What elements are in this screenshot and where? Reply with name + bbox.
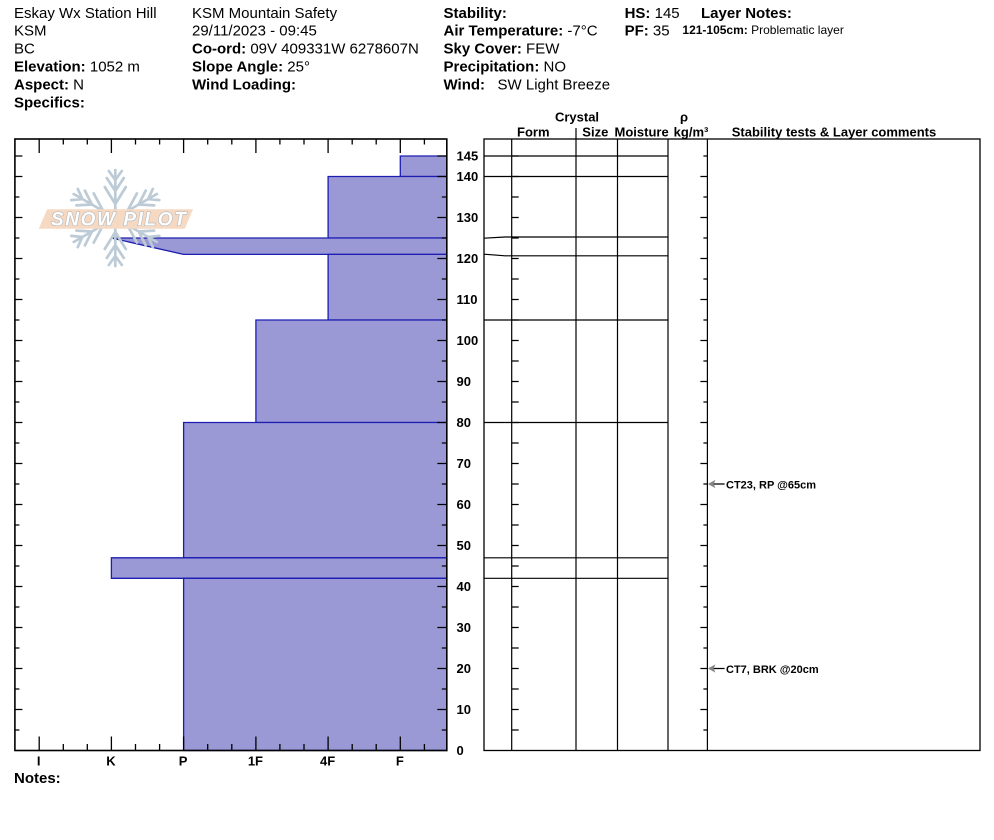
svg-text:CT7, BRK @20cm: CT7, BRK @20cm (726, 664, 819, 676)
svg-text:121-105cm: Problematic layer: 121-105cm: Problematic layer (682, 23, 843, 37)
svg-text:Layer Notes:: Layer Notes: (701, 5, 792, 22)
svg-text:kg/m³: kg/m³ (674, 124, 709, 139)
svg-text:100: 100 (457, 333, 479, 348)
svg-text:Air Temperature: -7°C: Air Temperature: -7°C (444, 23, 598, 40)
svg-text:20: 20 (457, 661, 471, 676)
svg-text:Wind: SW Light Breeze: Wind: SW Light Breeze (444, 76, 611, 93)
svg-text:SNOW PILOT: SNOW PILOT (51, 209, 187, 230)
svg-text:50: 50 (457, 538, 471, 553)
svg-text:10: 10 (457, 702, 471, 717)
svg-text:0: 0 (457, 743, 464, 758)
svg-text:Eskay Wx Station Hill: Eskay Wx Station Hill (14, 5, 157, 22)
svg-text:Notes:: Notes: (14, 770, 61, 787)
svg-text:Crystal: Crystal (555, 110, 599, 125)
svg-text:BC: BC (14, 41, 35, 58)
svg-text:Precipitation: NO: Precipitation: NO (444, 59, 567, 76)
svg-text:4F: 4F (320, 754, 335, 769)
svg-text:PF: 35: PF: 35 (625, 23, 670, 40)
svg-text:70: 70 (457, 456, 471, 471)
svg-text:Stability:: Stability: (444, 5, 507, 22)
svg-text:Moisture: Moisture (615, 124, 669, 139)
svg-text:145: 145 (457, 149, 479, 164)
svg-text:40: 40 (457, 579, 471, 594)
svg-text:Sky Cover: FEW: Sky Cover: FEW (444, 41, 561, 58)
svg-text:1F: 1F (248, 754, 263, 769)
svg-text:F: F (396, 754, 404, 769)
svg-text:Specifics:: Specifics: (14, 94, 85, 111)
svg-text:60: 60 (457, 497, 471, 512)
svg-text:K: K (106, 754, 116, 769)
svg-text:80: 80 (457, 415, 471, 430)
svg-text:HS: 145: HS: 145 (625, 5, 680, 22)
svg-text:Wind Loading:: Wind Loading: (192, 76, 296, 93)
svg-text:Size: Size (582, 124, 608, 139)
svg-text:KSM Mountain Safety: KSM Mountain Safety (192, 5, 338, 22)
svg-text:Form: Form (517, 124, 550, 139)
svg-text:29/11/2023 - 09:45: 29/11/2023 - 09:45 (192, 23, 317, 40)
svg-text:CT23, RP @65cm: CT23, RP @65cm (726, 479, 816, 491)
svg-text:90: 90 (457, 374, 471, 389)
svg-text:Elevation: 1052 m: Elevation: 1052 m (14, 59, 140, 76)
svg-text:P: P (179, 754, 188, 769)
svg-text:120: 120 (457, 251, 479, 266)
svg-text:30: 30 (457, 620, 471, 635)
svg-text:110: 110 (457, 292, 478, 307)
svg-text:Slope Angle: 25°: Slope Angle: 25° (192, 59, 310, 76)
svg-text:Aspect: N: Aspect: N (14, 76, 84, 93)
svg-text:Co-ord: 09V 409331W 6278607N: Co-ord: 09V 409331W 6278607N (192, 41, 419, 58)
svg-text:I: I (37, 754, 41, 769)
svg-text:KSM: KSM (14, 23, 47, 40)
svg-text:130: 130 (457, 210, 479, 225)
svg-text:ρ: ρ (680, 110, 688, 125)
svg-text:Stability tests & Layer commen: Stability tests & Layer comments (732, 124, 936, 139)
svg-text:140: 140 (457, 169, 479, 184)
